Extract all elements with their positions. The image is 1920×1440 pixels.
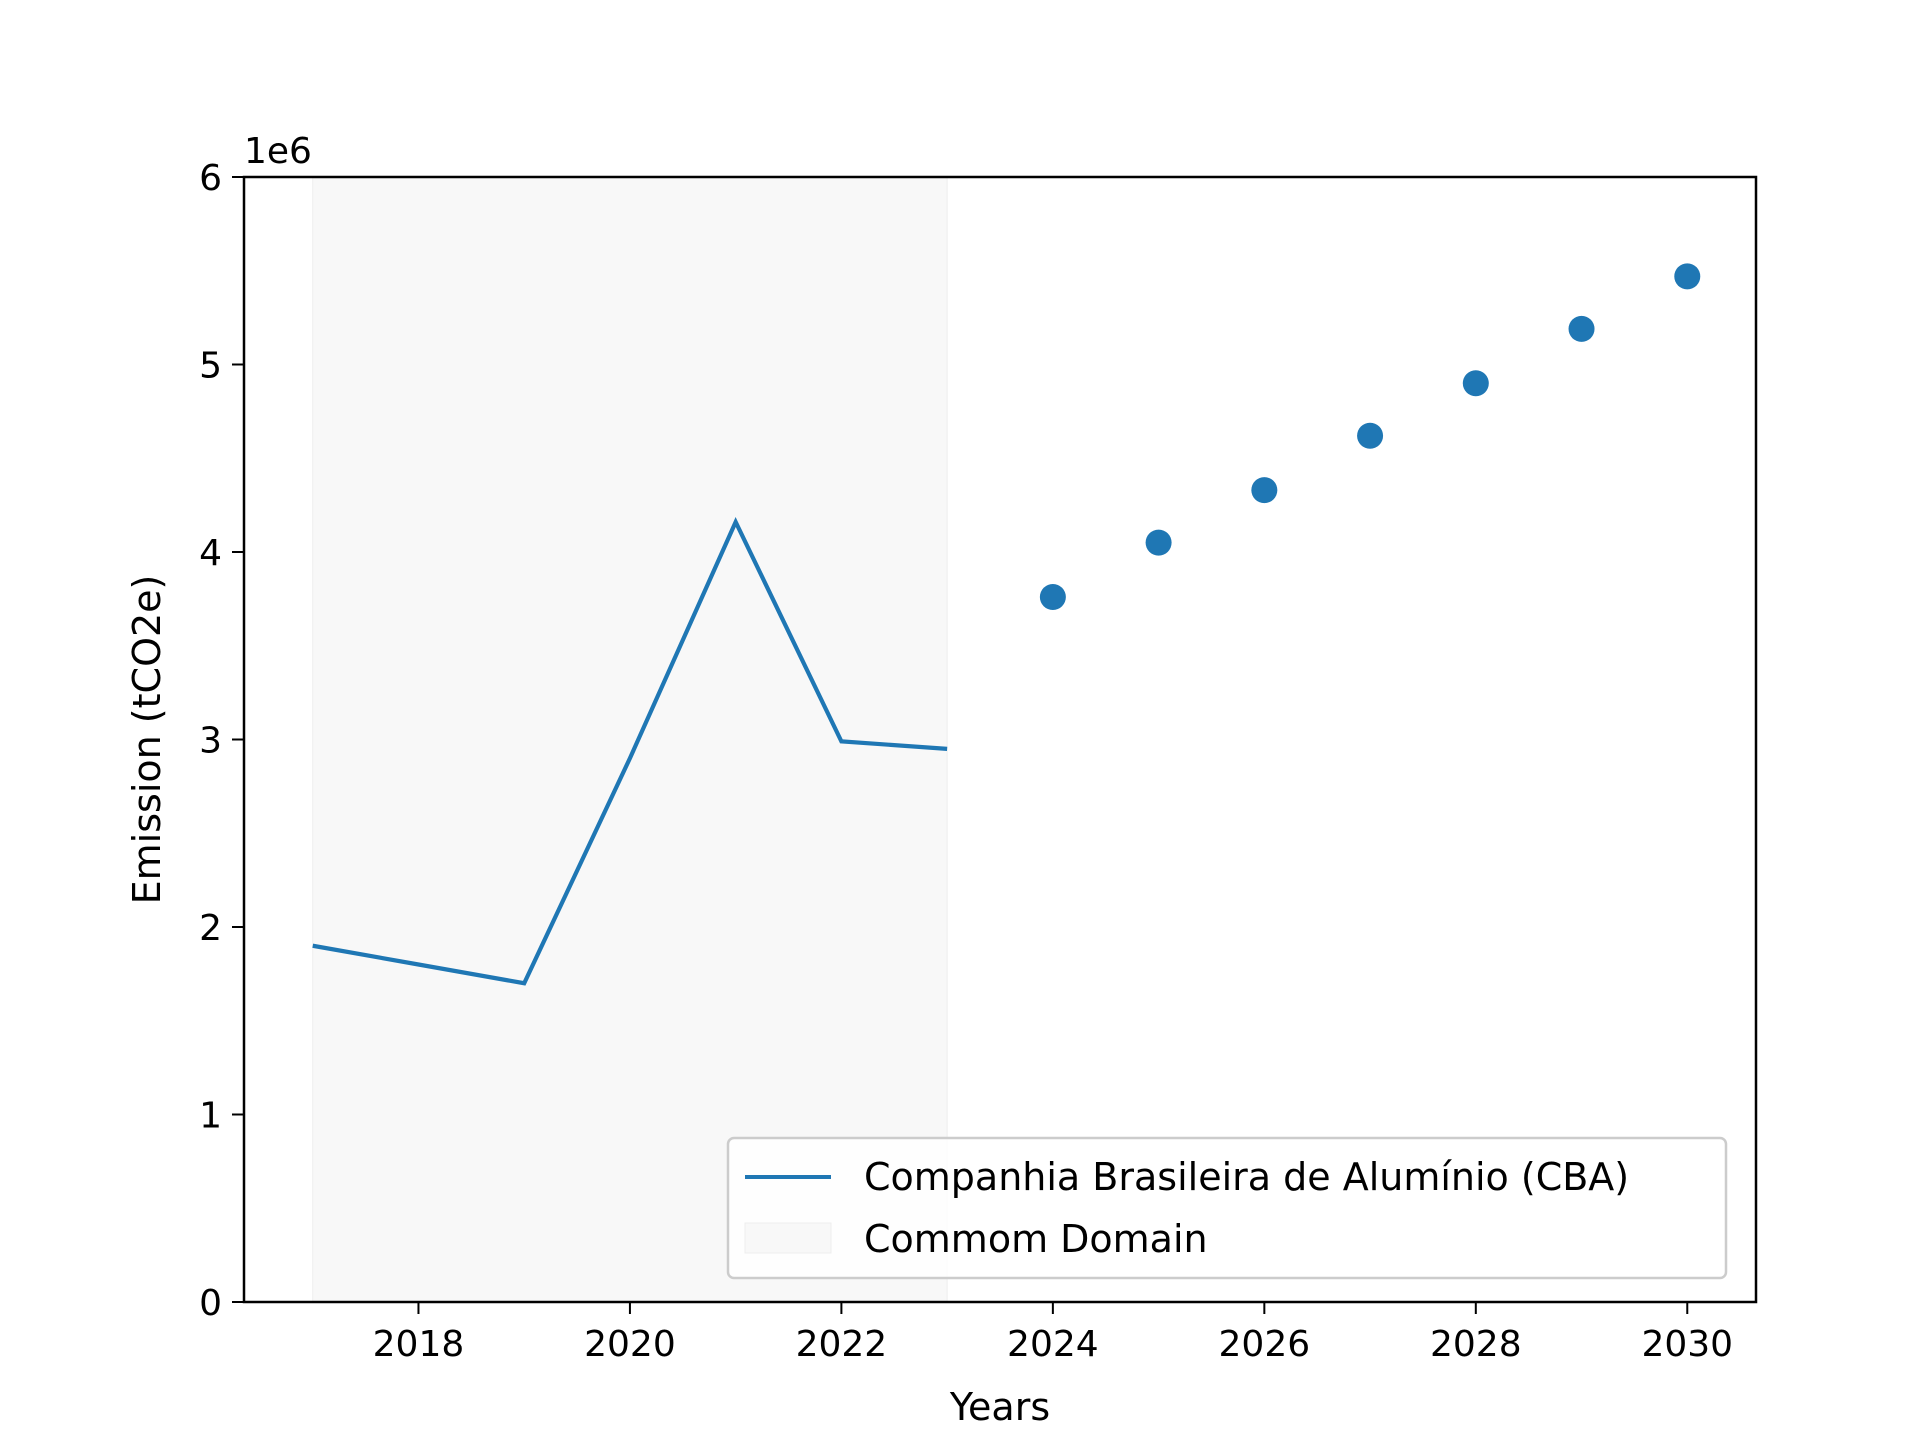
x-axis-label: Years	[949, 1385, 1050, 1429]
forecast-point	[1357, 422, 1384, 449]
commom-domain-region	[312, 176, 948, 1303]
forecast-point	[1039, 584, 1066, 610]
legend: Companhia Brasileira de Alumínio (CBA) C…	[726, 1136, 1728, 1280]
axes-frame	[242, 175, 1758, 1304]
y-multiplier-label: 1e6	[244, 131, 312, 172]
legend-label-commom-domain: Commom Domain	[864, 1217, 1208, 1261]
y-tick-label: 0	[199, 1283, 222, 1324]
x-tick-label: 2026	[1219, 1324, 1311, 1365]
y-tick-label: 6	[199, 158, 222, 199]
series-line-cba	[312, 517, 948, 986]
forecast-point	[1674, 263, 1701, 290]
y-tick-label: 4	[199, 533, 222, 574]
y-tick-label: 1	[199, 1096, 222, 1137]
series-layer	[312, 263, 1701, 986]
y-tick-label: 2	[199, 908, 222, 949]
x-tick-label: 2028	[1430, 1324, 1522, 1365]
legend-shade-swatch	[744, 1222, 832, 1254]
y-tick-label: 5	[199, 346, 222, 387]
y-tick-label: 3	[199, 721, 222, 762]
forecast-point	[1145, 529, 1172, 556]
x-axis-ticks: 2018 2020 2022 2024 2026 2028 2030	[373, 1302, 1733, 1365]
x-tick-label: 2030	[1641, 1324, 1733, 1365]
legend-label-cba: Companhia Brasileira de Alumínio (CBA)	[864, 1155, 1629, 1199]
legend-box	[726, 1136, 1728, 1280]
forecast-point	[1568, 315, 1595, 342]
x-tick-label: 2018	[373, 1324, 465, 1365]
y-axis-ticks: 0 1 2 3 4 5 6	[199, 158, 244, 1324]
x-tick-label: 2024	[1007, 1324, 1099, 1365]
y-axis-label: Emission (tCO2e)	[125, 575, 169, 905]
forecast-point	[1462, 370, 1489, 397]
x-tick-label: 2022	[796, 1324, 888, 1365]
forecast-point	[1251, 477, 1278, 504]
x-tick-label: 2020	[584, 1324, 676, 1365]
